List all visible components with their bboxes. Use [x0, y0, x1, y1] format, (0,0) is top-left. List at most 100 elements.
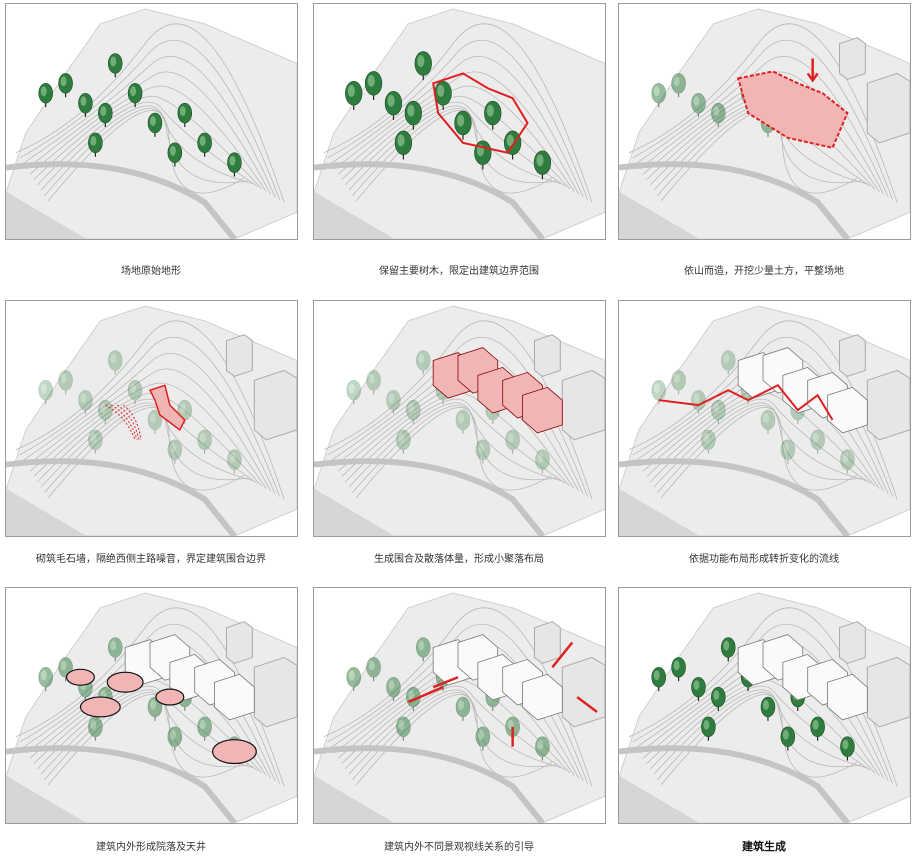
tree-icon — [780, 726, 796, 751]
contour-line — [650, 685, 871, 771]
tree-icon — [760, 409, 776, 434]
tree-icon — [98, 102, 113, 127]
tree-icon — [454, 110, 472, 140]
contour-line — [15, 320, 285, 500]
courtyard — [65, 668, 95, 686]
tree-icon — [107, 53, 123, 78]
axonometric-drawing — [6, 305, 297, 536]
tree-icon — [475, 439, 491, 464]
neighbor-building — [866, 656, 910, 728]
contour-line — [345, 398, 566, 484]
tree-icon — [406, 399, 421, 424]
contour-line — [15, 23, 285, 203]
tree-icon — [720, 637, 736, 662]
tree-icon — [434, 81, 452, 110]
tree-icon — [98, 399, 113, 424]
tree-icon — [711, 399, 726, 424]
tree-icon — [701, 429, 716, 454]
tree-icon — [840, 736, 855, 761]
tree-icon — [505, 429, 520, 454]
road — [6, 161, 237, 239]
neighbor-building — [561, 369, 605, 441]
tree-icon — [147, 112, 163, 137]
tree-icon — [88, 429, 103, 454]
diagram-panel-2 — [313, 3, 606, 240]
tree-icon — [345, 81, 363, 110]
axonometric-drawing — [314, 8, 605, 239]
road — [6, 458, 237, 536]
terrain-mass — [619, 305, 910, 536]
tree-icon — [455, 409, 471, 434]
axonometric-drawing — [619, 592, 910, 823]
tree-icon — [810, 716, 825, 741]
tree-icon — [404, 100, 422, 130]
tree-icon — [38, 667, 53, 692]
neighbor-building — [533, 334, 561, 377]
tree-icon — [346, 380, 361, 405]
tree-icon — [197, 132, 212, 157]
tree-icon — [535, 736, 550, 761]
axonometric-drawing — [6, 592, 297, 823]
tree-icon — [671, 73, 686, 98]
view-arrow — [551, 641, 574, 669]
diagram-panel-5 — [313, 300, 606, 537]
tree-icon — [415, 350, 431, 375]
road — [619, 161, 850, 239]
contour-line — [341, 95, 571, 190]
contour-line — [19, 39, 280, 200]
building-volume — [827, 673, 868, 721]
tree-icon — [414, 51, 432, 81]
road — [619, 745, 850, 823]
tree-icon — [167, 726, 183, 751]
view-arrow — [407, 686, 444, 704]
tree-icon — [127, 83, 143, 108]
tree-icon — [533, 150, 552, 180]
courtyard — [106, 671, 144, 693]
courtyard — [79, 696, 121, 718]
neighbor-building — [561, 656, 605, 728]
contour-line — [345, 685, 566, 771]
tree-icon — [810, 429, 825, 454]
building-volume — [522, 386, 563, 434]
tree-icon — [107, 637, 123, 662]
terrain-mass — [6, 305, 297, 536]
contour-line — [22, 56, 276, 198]
terrain-mass — [314, 305, 605, 536]
tree-icon — [535, 449, 550, 474]
tree-icon — [651, 667, 666, 692]
road — [314, 458, 545, 536]
diagram-panel-9 — [618, 587, 911, 824]
neighbor-building — [225, 621, 253, 664]
contour-line — [355, 110, 553, 202]
contour-line — [33, 95, 263, 190]
tree-icon — [840, 449, 855, 474]
caption-step-5: 生成围合及散落体量，形成小聚落布局 — [374, 554, 544, 565]
neighbor-building — [533, 621, 561, 664]
tree-icon — [384, 90, 403, 120]
contour-line — [29, 85, 267, 192]
diagram-panel-3 — [618, 3, 911, 240]
tree-icon — [455, 696, 471, 721]
contour-line — [22, 353, 276, 495]
neighbor-building — [838, 37, 866, 80]
tree-icon — [386, 676, 401, 702]
caption-step-9: 建筑生成 — [742, 840, 786, 853]
contour-line — [635, 56, 889, 198]
tree-icon — [167, 439, 183, 464]
caption-step-1: 场地原始地形 — [121, 266, 181, 277]
diagram-panel-7 — [5, 587, 298, 824]
caption-step-7: 建筑内外形成院落及天井 — [96, 842, 206, 853]
tree-icon — [58, 73, 73, 98]
contour-line — [29, 382, 267, 489]
contour-line — [47, 110, 245, 202]
neighbor-building — [253, 656, 297, 728]
tree-icon — [227, 152, 242, 177]
road — [314, 161, 545, 239]
contour-line — [628, 23, 898, 203]
excavation-area — [736, 70, 849, 149]
tree-icon — [167, 142, 183, 167]
contour-line — [657, 405, 862, 493]
tree-icon — [651, 380, 666, 405]
caption-step-2: 保留主要树木，限定出建筑边界范围 — [379, 266, 539, 277]
tree-icon — [651, 83, 666, 108]
